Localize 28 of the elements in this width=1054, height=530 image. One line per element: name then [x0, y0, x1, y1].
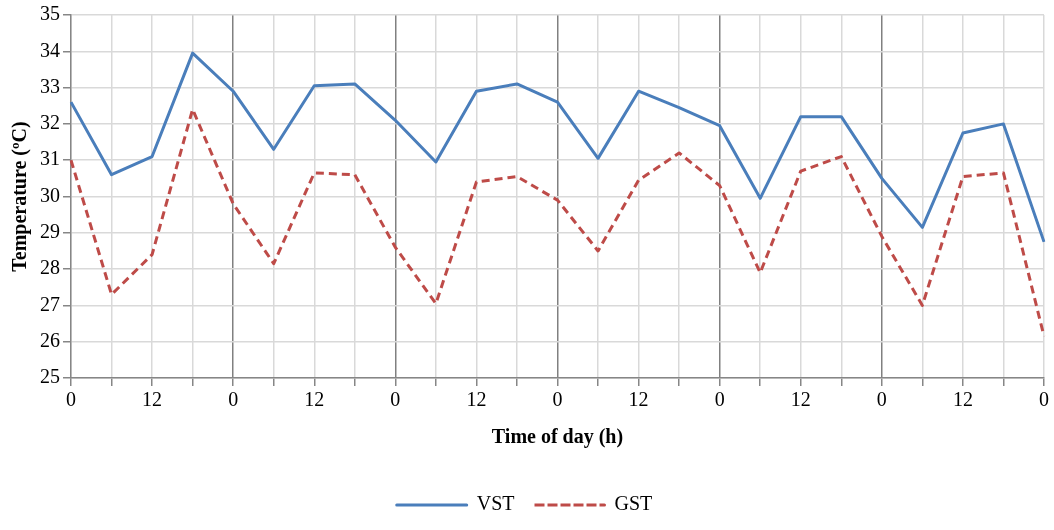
- x-tick-label: 0: [66, 388, 76, 411]
- x-tick-label: 0: [714, 388, 725, 411]
- y-tick-label: 26: [40, 328, 60, 351]
- y-tick-label: 30: [40, 183, 60, 206]
- y-axis-title: Temperature (ºC): [8, 121, 32, 272]
- x-tick-label: 0: [552, 388, 563, 411]
- x-axis-title: Time of day (h): [491, 425, 624, 449]
- y-tick-label: 34: [40, 38, 60, 61]
- x-tick-label: 12: [466, 388, 487, 411]
- y-tick-label: 29: [40, 220, 60, 243]
- y-tick-label: 25: [40, 365, 60, 388]
- x-tick-label: 12: [142, 388, 163, 411]
- y-tick-label: 33: [40, 74, 60, 97]
- y-tick-label: 27: [40, 292, 60, 315]
- x-tick-label: 0: [390, 388, 401, 411]
- x-tick-label: 12: [628, 388, 649, 411]
- x-tick-label: 0: [876, 388, 887, 411]
- legend-label: GST: [614, 492, 653, 515]
- x-tick-label: 0: [1039, 388, 1049, 411]
- y-tick-label: 32: [40, 111, 60, 134]
- x-tick-label: 12: [790, 388, 811, 411]
- y-tick-label: 31: [40, 147, 60, 170]
- x-tick-label: 12: [304, 388, 325, 411]
- x-tick-label: 0: [228, 388, 239, 411]
- x-tick-label: 12: [952, 388, 973, 411]
- y-tick-label: 35: [40, 2, 60, 25]
- y-tick-label: 28: [40, 256, 60, 279]
- legend-label: VST: [476, 492, 515, 515]
